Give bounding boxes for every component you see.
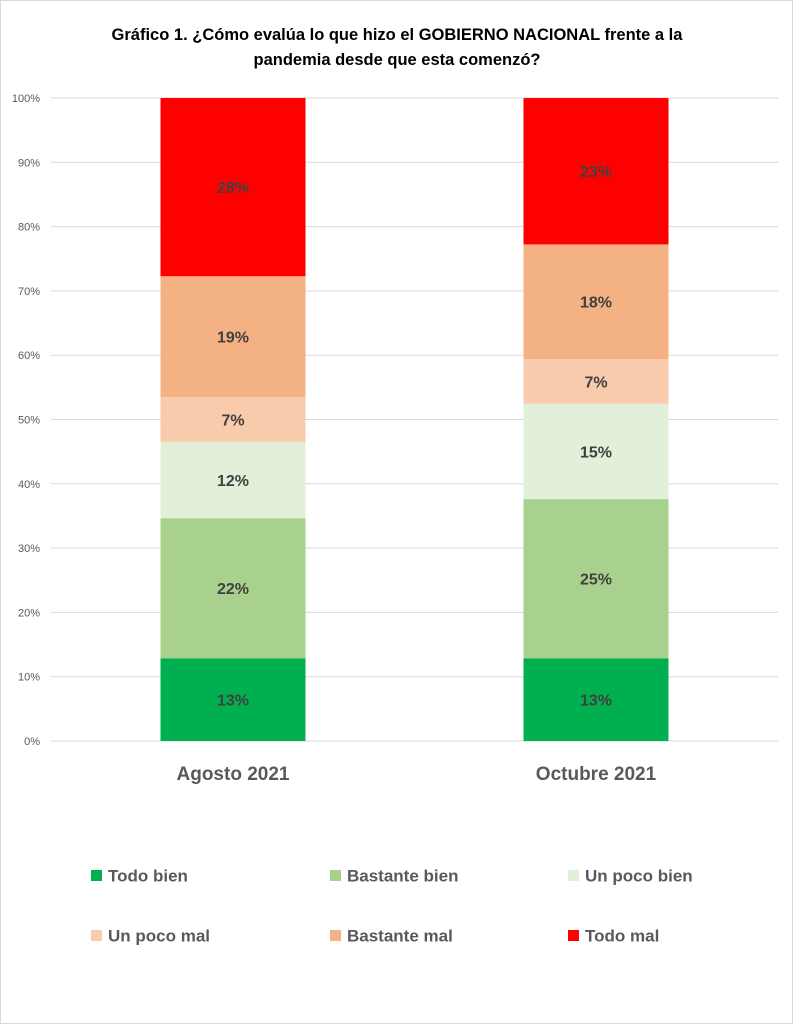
legend-label: Todo mal — [585, 927, 659, 946]
legend-swatch — [330, 930, 341, 941]
bar-segment — [160, 98, 306, 277]
data-label: 25% — [580, 572, 612, 589]
legend-label: Bastante bien — [347, 867, 458, 886]
data-label: 23% — [580, 164, 612, 181]
legend-label: Un poco bien — [585, 867, 693, 886]
bar-segment — [160, 397, 306, 442]
data-label: 22% — [217, 581, 249, 598]
data-label: 18% — [580, 295, 612, 312]
y-tick-label: 10% — [18, 672, 40, 684]
legend-swatch — [91, 870, 102, 881]
y-tick-label: 80% — [18, 222, 40, 234]
data-label: 15% — [580, 444, 612, 461]
y-tick-label: 30% — [18, 543, 40, 555]
legend-swatch — [91, 930, 102, 941]
bar-segment — [523, 403, 669, 500]
data-label: 19% — [217, 330, 249, 347]
bar-segment — [523, 499, 669, 659]
bar-segment — [160, 276, 306, 398]
bar-segment — [523, 98, 669, 245]
y-tick-label: 0% — [24, 736, 40, 748]
legend-label: Todo bien — [108, 867, 188, 886]
bar-segment — [160, 658, 306, 741]
y-tick-label: 20% — [18, 607, 40, 619]
legend-label: Bastante mal — [347, 927, 453, 946]
bar-segment — [523, 658, 669, 741]
y-tick-label: 40% — [18, 479, 40, 491]
y-tick-label: 90% — [18, 157, 40, 169]
chart-title-line-1: Gráfico 1. ¿Cómo evalúa lo que hizo el G… — [112, 26, 684, 44]
data-label: 7% — [584, 374, 607, 391]
legend-swatch — [568, 870, 579, 881]
y-tick-label: 50% — [18, 415, 40, 427]
chart-title-line-2: pandemia desde que esta comenzó? — [254, 51, 541, 69]
y-tick-label: 70% — [18, 286, 40, 298]
y-tick-label: 60% — [18, 350, 40, 362]
data-label: 28% — [217, 180, 249, 197]
data-label: 7% — [221, 413, 244, 430]
legend-swatch — [330, 870, 341, 881]
legend-label: Un poco mal — [108, 927, 210, 946]
data-label: 12% — [217, 473, 249, 490]
bar-segment — [523, 244, 669, 360]
legend-swatch — [568, 930, 579, 941]
bar-segment — [160, 441, 306, 519]
y-tick-label: 100% — [12, 93, 40, 105]
bar-segment — [523, 359, 669, 404]
x-tick-label: Agosto 2021 — [177, 764, 290, 785]
bar-segment — [160, 518, 306, 659]
data-label: 13% — [217, 693, 249, 710]
data-label: 13% — [580, 693, 612, 710]
x-tick-label: Octubre 2021 — [536, 764, 657, 785]
